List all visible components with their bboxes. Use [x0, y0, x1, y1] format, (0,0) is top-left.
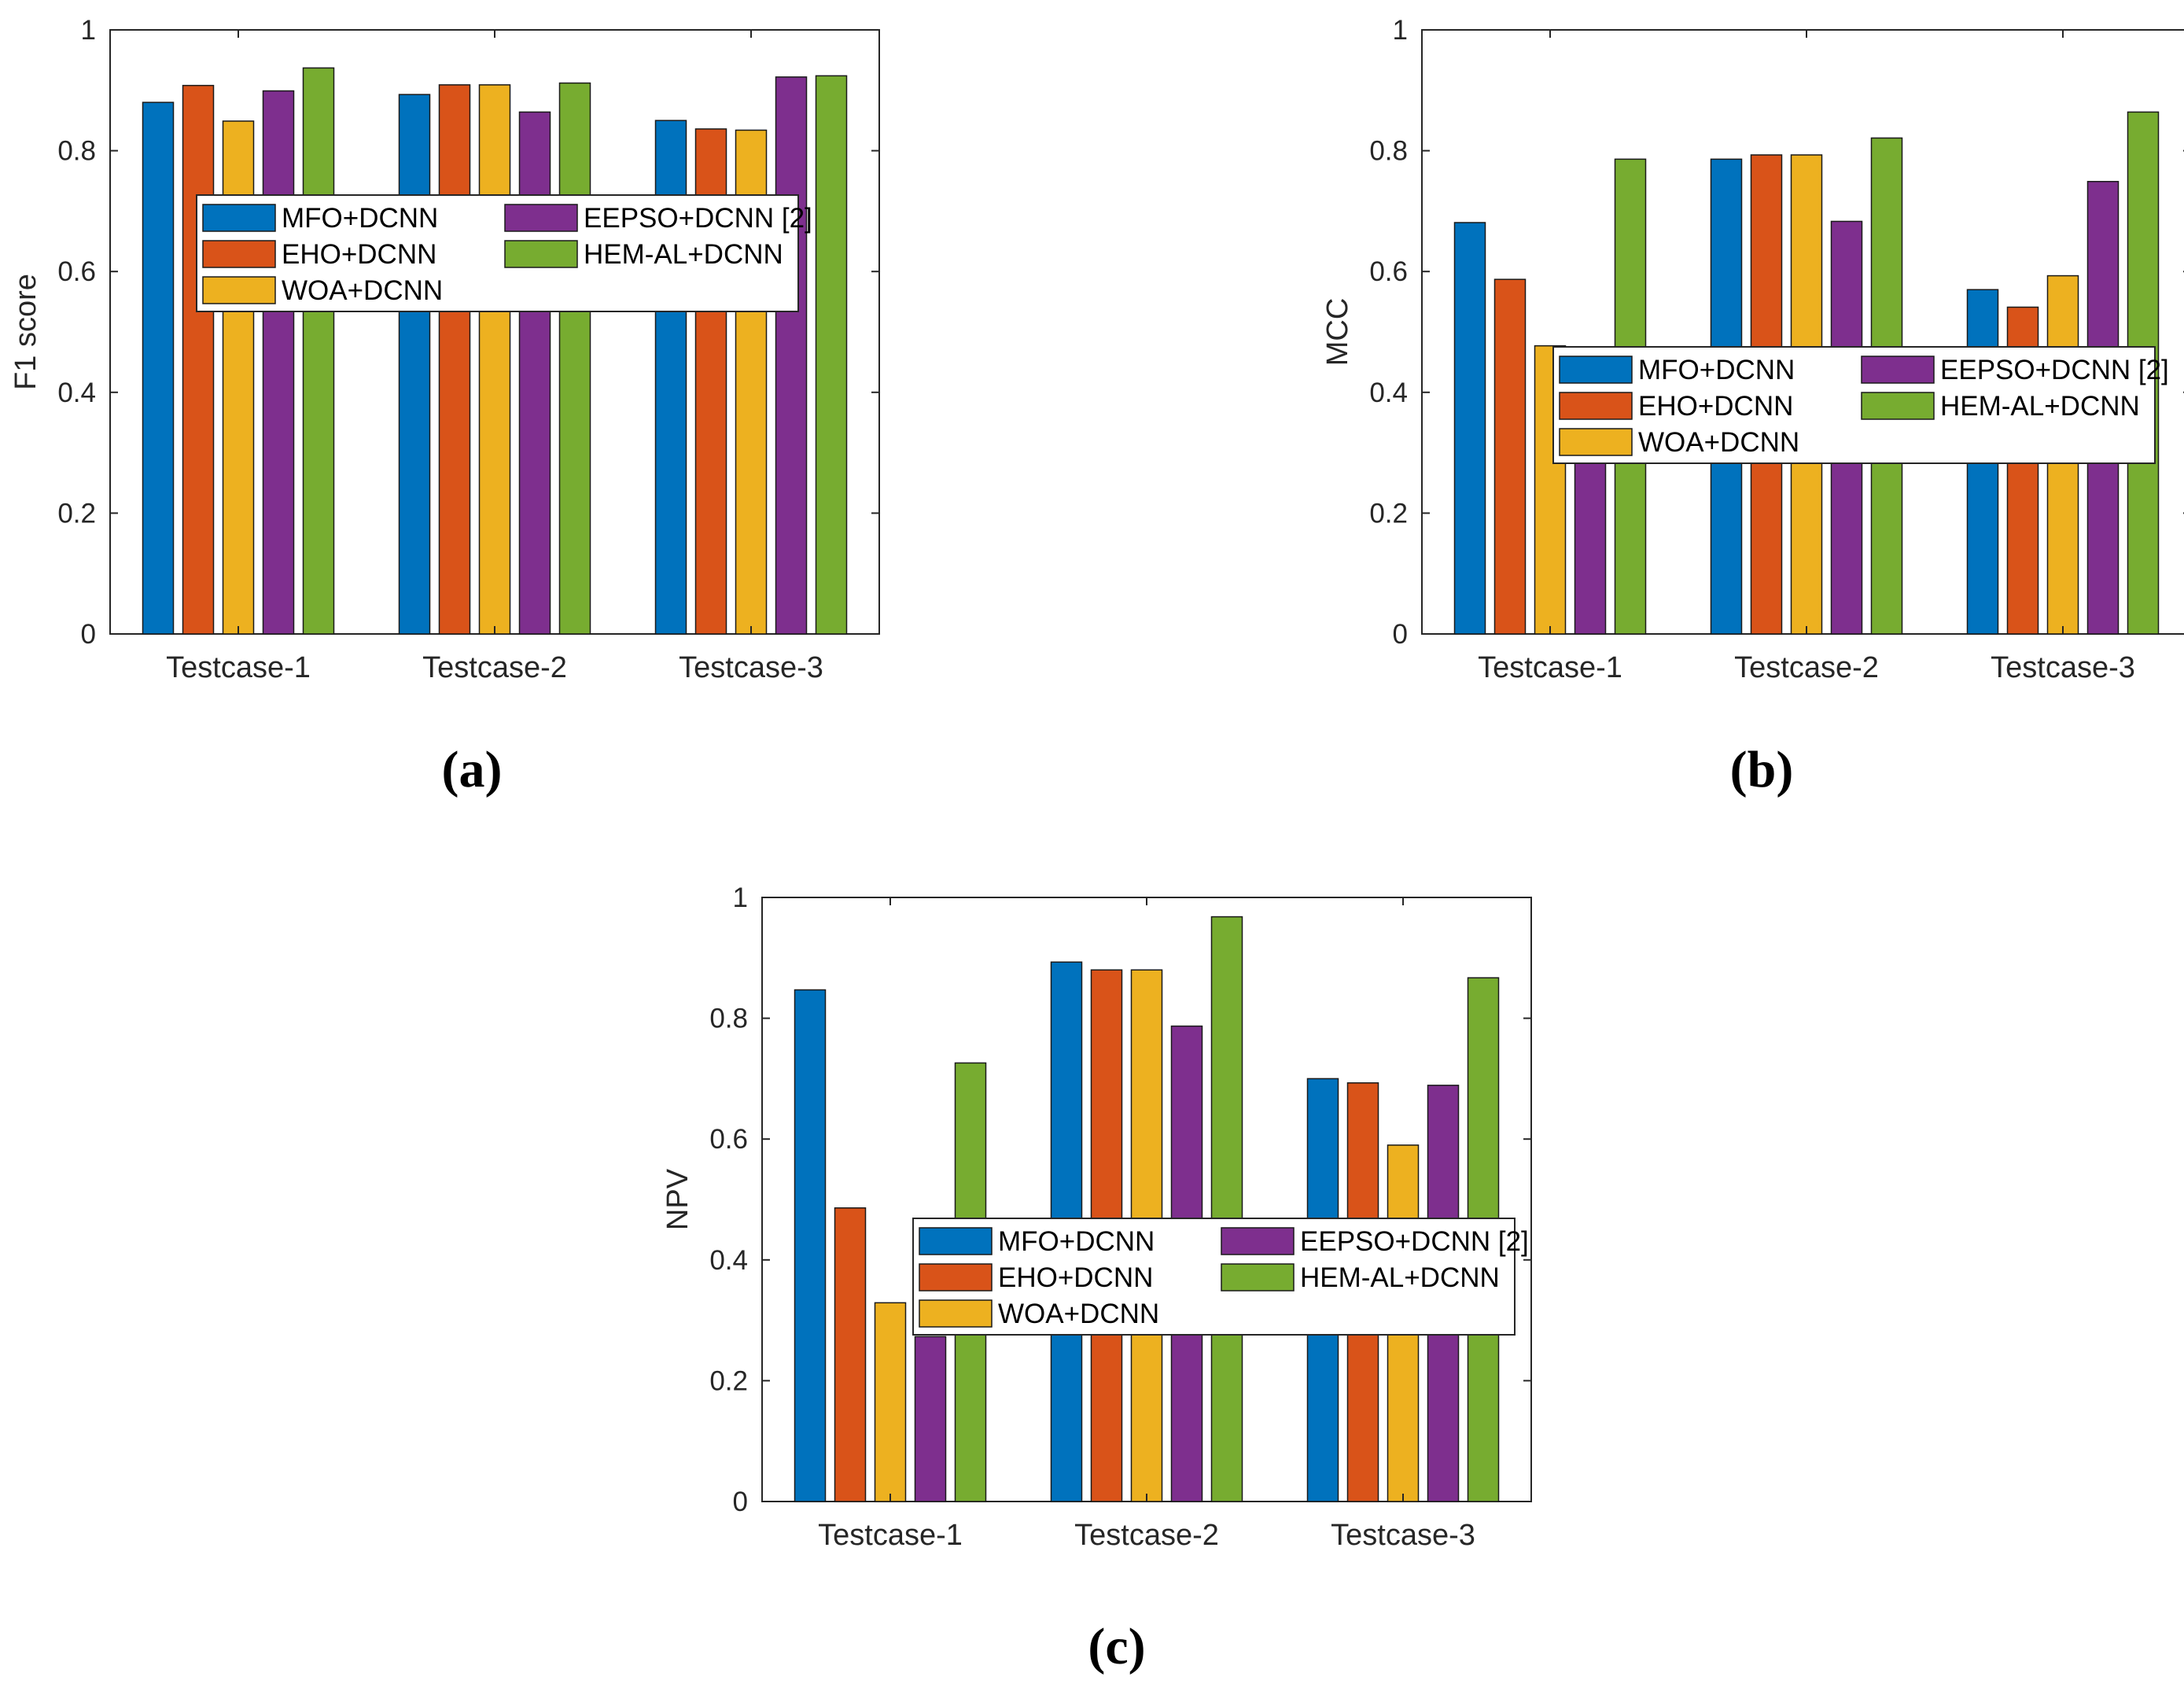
legend-swatch	[1559, 428, 1633, 456]
panel-label: (c)	[1088, 1618, 1145, 1675]
legend: MFO+DCNN EHO+DCNN WOA+DCNN EEPSO+DCNN [2] HE…	[1552, 346, 2169, 464]
y-tick-label: 0.2	[709, 1365, 748, 1396]
legend-label: WOA+DCNN	[282, 275, 443, 306]
y-tick-label: 0.8	[709, 1004, 748, 1034]
bar	[182, 84, 215, 635]
bar	[1453, 222, 1486, 635]
legend-swatch	[202, 276, 276, 304]
legend-label: EEPSO+DCNN [2]	[1300, 1226, 1529, 1257]
y-tick-label: 0	[1393, 619, 1408, 650]
legend-label: WOA+DCNN	[998, 1299, 1159, 1329]
legend-swatch	[504, 204, 578, 232]
legend-label: HEM-AL+DCNN	[1300, 1262, 1500, 1293]
bar	[262, 90, 295, 635]
legend-swatch	[1861, 392, 1935, 420]
x-tick-label: Testcase-2	[1074, 1519, 1219, 1552]
legend-swatch	[919, 1299, 993, 1328]
y-tick-label: 0	[733, 1487, 748, 1517]
y-tick-label: 1	[81, 15, 96, 46]
legend-label: HEM-AL+DCNN	[584, 239, 783, 270]
y-tick-label: 0.8	[57, 136, 96, 167]
legend-box	[912, 1218, 1516, 1336]
bar	[1493, 278, 1527, 635]
legend-box	[196, 194, 799, 312]
y-axis-label: NPV	[661, 1168, 694, 1230]
legend-swatch	[202, 204, 276, 232]
bar	[794, 989, 827, 1502]
legend-swatch	[919, 1227, 993, 1255]
legend-label: MFO+DCNN	[282, 203, 438, 234]
y-tick-label: 0.4	[57, 378, 96, 408]
legend-swatch	[202, 240, 276, 268]
bar	[518, 111, 551, 635]
y-tick-label: 0.6	[1369, 256, 1408, 287]
x-tick-label: Testcase-1	[166, 651, 311, 684]
legend-swatch	[1559, 392, 1633, 420]
legend-swatch	[1559, 356, 1633, 384]
y-tick-label: 0.8	[1369, 136, 1408, 167]
y-tick-label: 0.6	[709, 1124, 748, 1155]
bar	[438, 84, 471, 635]
panel-label: (b)	[1730, 741, 1794, 798]
y-axis-label: F1 score	[9, 274, 42, 390]
x-tick-label: Testcase-2	[1734, 651, 1879, 684]
bar	[398, 94, 431, 635]
y-tick-label: 1	[1393, 15, 1408, 46]
y-axis-label: MCC	[1321, 298, 1354, 367]
legend-label: MFO+DCNN	[1638, 355, 1795, 385]
y-tick-label: 0.6	[57, 256, 96, 287]
bar	[302, 67, 335, 635]
bar	[834, 1207, 867, 1502]
legend-box	[1552, 346, 2156, 464]
x-tick-label: Testcase-3	[1331, 1519, 1475, 1552]
panel-label: (a)	[442, 741, 503, 798]
x-tick-label: Testcase-2	[422, 651, 567, 684]
legend-swatch	[919, 1263, 993, 1292]
legend-swatch	[1221, 1227, 1295, 1255]
legend: MFO+DCNN EHO+DCNN WOA+DCNN EEPSO+DCNN [2] HE…	[196, 194, 812, 312]
x-tick-label: Testcase-3	[1991, 651, 2135, 684]
legend-label: EEPSO+DCNN [2]	[1940, 355, 2169, 385]
bar	[142, 101, 175, 635]
y-tick-label: 0.2	[1369, 498, 1408, 529]
y-tick-label: 1	[733, 883, 748, 913]
panel-a: 0 0.2 0.4 0.6 0.8 1 F1 score Testcase-1 Testcase…	[9, 15, 880, 798]
bar	[478, 84, 511, 635]
legend-label: EHO+DCNN	[1638, 391, 1793, 422]
panel-c: 0 0.2 0.4 0.6 0.8 1 NPV Testcase-1 Testcase-2 Tes…	[661, 883, 1532, 1675]
y-tick-label: 0	[81, 619, 96, 650]
x-tick-label: Testcase-3	[679, 651, 823, 684]
bar	[815, 75, 848, 635]
bar	[1210, 916, 1243, 1502]
bar	[914, 1336, 947, 1502]
legend-label: MFO+DCNN	[998, 1226, 1155, 1257]
legend-swatch	[1861, 356, 1935, 384]
legend: MFO+DCNN EHO+DCNN WOA+DCNN EEPSO+DCNN [2] HE…	[912, 1218, 1529, 1336]
panel-b: 0 0.2 0.4 0.6 0.8 1 MCC Testcase-1 Testcase-2 Tes…	[1321, 15, 2184, 798]
legend-label: EEPSO+DCNN [2]	[584, 203, 812, 234]
bar	[874, 1302, 907, 1502]
legend-swatch	[504, 240, 578, 268]
legend-label: EHO+DCNN	[998, 1262, 1153, 1293]
x-tick-label: Testcase-1	[1478, 651, 1622, 684]
y-tick-label: 0.4	[709, 1245, 748, 1276]
legend-label: EHO+DCNN	[282, 239, 436, 270]
legend-label: WOA+DCNN	[1638, 427, 1799, 458]
bar	[775, 76, 808, 635]
y-tick-label: 0.4	[1369, 378, 1408, 408]
x-tick-label: Testcase-1	[818, 1519, 963, 1552]
legend-label: HEM-AL+DCNN	[1940, 391, 2140, 422]
legend-swatch	[1221, 1263, 1295, 1292]
y-tick-label: 0.2	[57, 498, 96, 529]
bar	[558, 82, 591, 635]
